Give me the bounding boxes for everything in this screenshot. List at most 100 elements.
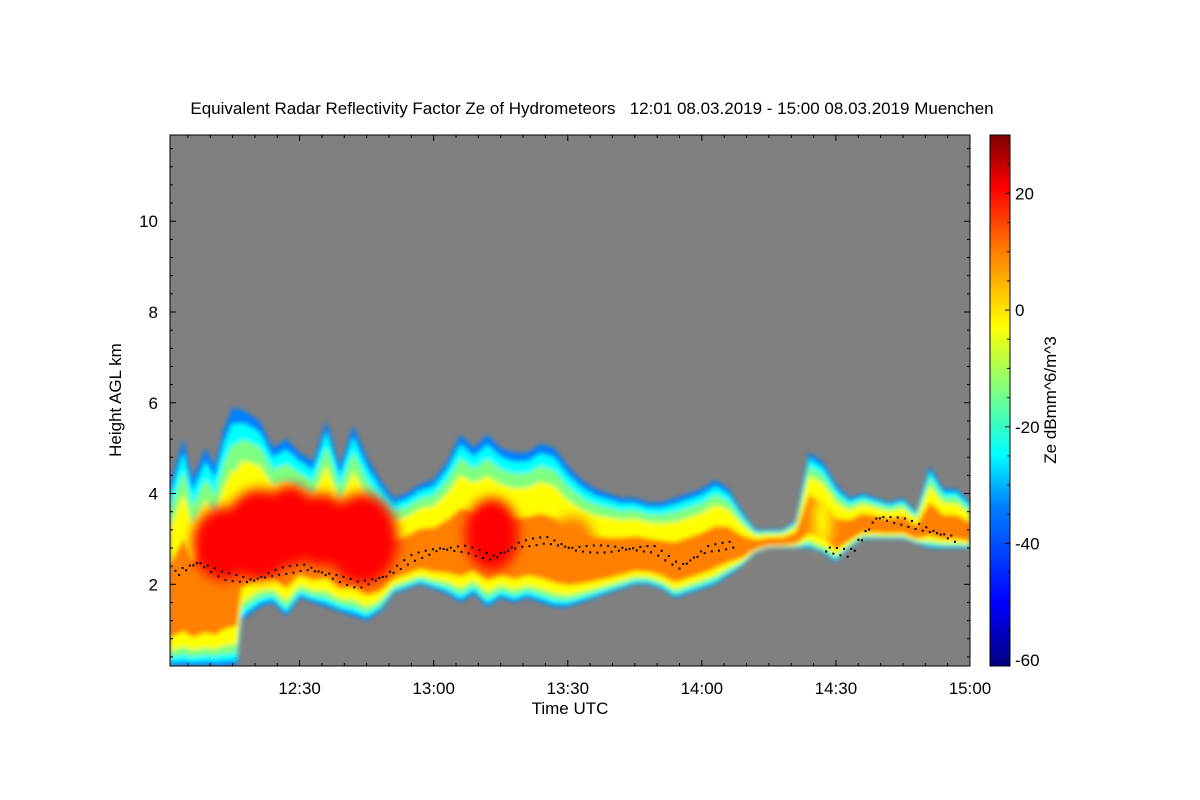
melting-layer-markers [174,516,956,589]
melting-layer-dot [431,548,434,551]
melting-layer-dot [517,541,520,544]
melting-layer-dot [310,566,313,569]
colorbar-tick-label: -60 [1015,651,1040,670]
melting-layer-dot [546,536,549,539]
melting-layer-dot [889,516,892,519]
melting-layer-dot [932,529,935,532]
melting-layer-dot [703,552,706,555]
melting-layer-dot [260,575,263,578]
plot-area [169,134,971,667]
melting-layer-dot [850,547,853,550]
melting-layer-dot [832,552,835,555]
melting-layer-dot [231,580,234,583]
melting-layer-dot [363,579,366,582]
melting-layer-dot [717,549,720,552]
melting-layer-dot [911,519,914,522]
melting-layer-dot [249,578,252,581]
melting-layer-dot [192,564,195,567]
melting-layer-dot [843,547,846,550]
melting-layer-dot [599,544,602,547]
melting-layer-dot [635,549,638,552]
colorbar-gradient [989,134,1011,667]
melting-layer-dot [535,544,538,547]
melting-layer-dot [617,549,620,552]
y-axis: 2 4 6 8 10 [139,148,970,658]
melting-layer-dot [896,516,899,519]
melting-layer-dot [692,556,695,559]
melting-layer-dot [614,545,617,548]
melting-layer-dot [603,551,606,554]
melting-layer-dot [464,544,467,547]
melting-layer-dot [503,551,506,554]
melting-layer-dot [346,583,349,586]
melting-layer-dot [921,529,924,532]
melting-layer-dot [878,517,881,520]
melting-layer-dot [256,577,259,580]
echo-core [326,493,398,585]
melting-layer-dot [406,563,409,566]
melting-layer-dot [846,555,849,558]
x-tick-label: 15:00 [949,679,992,698]
melting-layer-dot [610,550,613,553]
melting-layer-dot [242,575,245,578]
melting-layer-dot [371,578,374,581]
melting-layer-dot [728,540,731,543]
x-tick-label: 14:00 [681,679,724,698]
melting-layer-dot [918,522,921,525]
melting-layer-dot [650,551,652,554]
x-axis: 12:30 13:00 13:30 14:00 14:30 15:00 [187,135,992,698]
melting-layer-dot [953,540,956,543]
melting-layer-dot [574,549,577,552]
melting-layer-dot [360,586,363,589]
melting-layer-dot [388,570,391,573]
melting-layer-dot [342,575,345,578]
melting-layer-dot [589,551,592,554]
melting-layer-dot [528,545,531,548]
melting-layer-dot [328,572,331,575]
y-tick-label: 4 [149,485,158,504]
melting-layer-dot [456,545,459,548]
chart-title: Equivalent Radar Reflectivity Factor Ze … [190,99,993,118]
melting-layer-dot [228,572,231,575]
melting-layer-dot [489,558,492,561]
melting-layer-dot [596,551,599,554]
melting-layer-dot [914,528,917,531]
melting-layer-dot [331,577,334,580]
melting-layer-dot [492,554,495,557]
melting-layer-dot [417,551,420,554]
melting-layer-dot [900,523,903,526]
melting-layer-dot [206,564,209,567]
melting-layer-dot [671,563,674,566]
x-axis-label: Time UTC [532,699,609,718]
melting-layer-dot [557,544,560,547]
melting-layer-dot [181,567,184,570]
melting-layer-dot [392,571,395,574]
y-tick-label: 6 [149,394,158,413]
melting-layer-dot [871,521,874,524]
reflectivity-field [170,407,970,666]
melting-layer-dot [245,580,248,583]
melting-layer-dot [335,574,338,577]
melting-layer-dot [178,573,181,576]
melting-layer-dot [553,539,556,542]
melting-layer-dot [539,536,542,539]
melting-layer-dot [396,564,399,567]
melting-layer-dot [288,565,291,568]
melting-layer-dot [925,526,928,529]
melting-layer-dot [499,552,502,555]
melting-layer-dot [195,562,198,565]
melting-layer-dot [278,573,281,576]
melting-layer-dot [567,546,570,549]
y-tick-label: 8 [149,303,158,322]
melting-layer-dot [424,549,427,552]
melting-layer-dot [478,549,481,552]
melting-layer-dot [657,554,660,557]
melting-layer-dot [675,560,678,563]
melting-layer-dot [506,549,509,552]
echo-core [813,493,832,548]
melting-layer-dot [235,573,238,576]
melting-layer-dot [421,556,424,559]
melting-layer-dot [253,579,256,582]
melting-layer-dot [607,544,610,547]
melting-layer-dot [446,548,449,551]
